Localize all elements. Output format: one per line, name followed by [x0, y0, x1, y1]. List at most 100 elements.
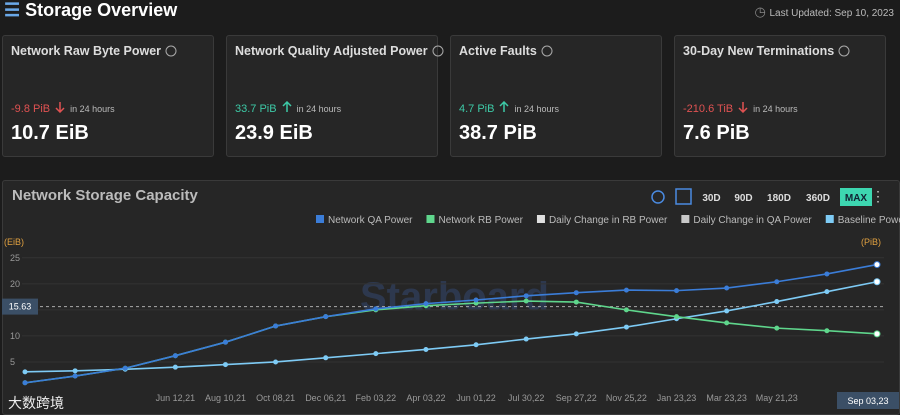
calendar-icon[interactable]	[675, 188, 692, 205]
legend-label[interactable]: Daily Change in QA Power	[693, 215, 812, 226]
range-button[interactable]: 30D	[702, 193, 720, 204]
legend-label[interactable]: Network RB Power	[438, 215, 523, 226]
crosshair-label: 15.63	[9, 302, 32, 312]
change-value: 33.7 PiB	[235, 103, 277, 115]
x-tick-label: Jun 12,21	[156, 393, 196, 403]
legend-swatch	[825, 215, 834, 223]
series-line	[24, 263, 878, 384]
data-point	[824, 271, 830, 277]
x-tick-label: May 21,23	[756, 393, 798, 403]
data-point	[573, 290, 579, 296]
data-point	[323, 355, 329, 361]
card-value: 7.6 PiB	[683, 122, 750, 144]
info-icon[interactable]	[651, 190, 665, 204]
y-tick-label: 10	[10, 331, 20, 341]
data-point	[172, 353, 178, 359]
data-point	[22, 380, 28, 386]
updated-text: Last Updated: Sep 10, 2023	[769, 8, 894, 19]
card-title: 30-Day New Terminations	[683, 44, 835, 58]
data-point	[473, 342, 479, 348]
x-tick-label: Jun 01,22	[456, 393, 496, 403]
legend-label[interactable]: Network QA Power	[328, 215, 413, 226]
data-point	[573, 299, 579, 305]
card-title: Network Raw Byte Power	[11, 44, 162, 58]
data-point	[222, 339, 228, 345]
card-value: 10.7 EiB	[11, 122, 89, 144]
data-point	[724, 308, 730, 314]
x-tick-label: Jul 30,22	[508, 393, 545, 403]
card-change: -210.6 TiB in 24 hours	[683, 101, 798, 115]
data-point	[674, 288, 680, 294]
range-button-bg[interactable]	[840, 188, 872, 206]
info-icon[interactable]	[838, 45, 850, 57]
change-value: -9.8 PiB	[11, 103, 51, 115]
legend-swatch	[426, 215, 435, 223]
y-axis-label: (EiB)	[4, 237, 24, 247]
change-period: in 24 hours	[514, 104, 559, 114]
change-period: in 24 hours	[753, 104, 798, 114]
data-point	[774, 279, 780, 285]
trend-arrow	[738, 102, 748, 114]
range-button[interactable]: 90D	[734, 193, 752, 204]
card-change: -9.8 PiB in 24 hours	[11, 101, 115, 115]
trend-arrow	[55, 102, 65, 114]
info-icon[interactable]	[541, 45, 553, 57]
y-tick-label: 25	[10, 253, 20, 263]
trend-arrow	[499, 100, 509, 112]
x-tick-label: Aug 10,21	[205, 393, 246, 403]
trend-arrow	[282, 100, 292, 112]
crosshair-label-bg	[2, 298, 38, 315]
range-button[interactable]: 180D	[767, 193, 791, 204]
data-point	[172, 364, 178, 370]
data-point	[323, 314, 329, 320]
x-tick-label: Mar 23,23	[706, 393, 747, 403]
x-tick-label: Sep 27,22	[556, 393, 597, 403]
data-point	[473, 297, 479, 303]
data-point	[674, 314, 680, 320]
last-updated: ◷ Last Updated: Sep 10, 2023	[754, 4, 894, 19]
change-value: 4.7 PiB	[459, 103, 495, 115]
series-line	[24, 280, 878, 373]
y-tick-label: 20	[10, 279, 20, 289]
data-point	[623, 324, 629, 330]
data-point	[222, 362, 228, 368]
info-icon[interactable]	[432, 45, 444, 57]
x-tick-label: Sep 03,23	[847, 396, 888, 406]
data-point	[273, 323, 279, 329]
data-point	[623, 307, 629, 313]
x-tick-label: Jan 23,23	[657, 393, 697, 403]
info-icon[interactable]	[165, 45, 177, 57]
x-tick-label: Oct 08,21	[256, 393, 295, 403]
data-point	[824, 328, 830, 334]
menu-icon[interactable]: ⋮	[871, 188, 885, 204]
x-tick-label: Feb 03,22	[356, 393, 397, 403]
data-point	[122, 365, 128, 371]
x-tick-label: Dec 06,21	[305, 393, 346, 403]
data-point	[724, 320, 730, 326]
y-tick-label: 5	[10, 357, 15, 367]
range-button[interactable]: 360D	[806, 193, 830, 204]
chart-panel	[2, 180, 900, 415]
data-point	[873, 261, 881, 269]
range-button[interactable]: MAX	[845, 193, 868, 204]
data-point	[423, 301, 429, 307]
chart-title: Network Storage Capacity	[12, 187, 199, 204]
kpi-card: Active Faults 4.7 PiB in 24 hours 38.7 PiB	[450, 35, 662, 157]
card-value: 38.7 PiB	[459, 122, 537, 144]
legend-label[interactable]: Baseline Power	[838, 215, 900, 226]
data-point	[873, 330, 881, 338]
data-point	[523, 336, 529, 342]
legend-label[interactable]: Daily Change in RB Power	[549, 215, 668, 226]
card-title: Active Faults	[459, 44, 537, 58]
kpi-card: Network Raw Byte Power -9.8 PiB in 24 hour…	[2, 35, 214, 157]
card-value: 23.9 EiB	[235, 122, 313, 144]
card-title: Network Quality Adjusted Power	[235, 44, 428, 58]
corner-watermark: 大数跨境	[8, 395, 64, 411]
data-point	[774, 325, 780, 331]
data-point	[623, 287, 629, 293]
data-point	[273, 359, 279, 365]
data-point	[72, 368, 78, 374]
data-point	[373, 351, 379, 357]
card-change: 33.7 PiB in 24 hours	[235, 100, 341, 115]
